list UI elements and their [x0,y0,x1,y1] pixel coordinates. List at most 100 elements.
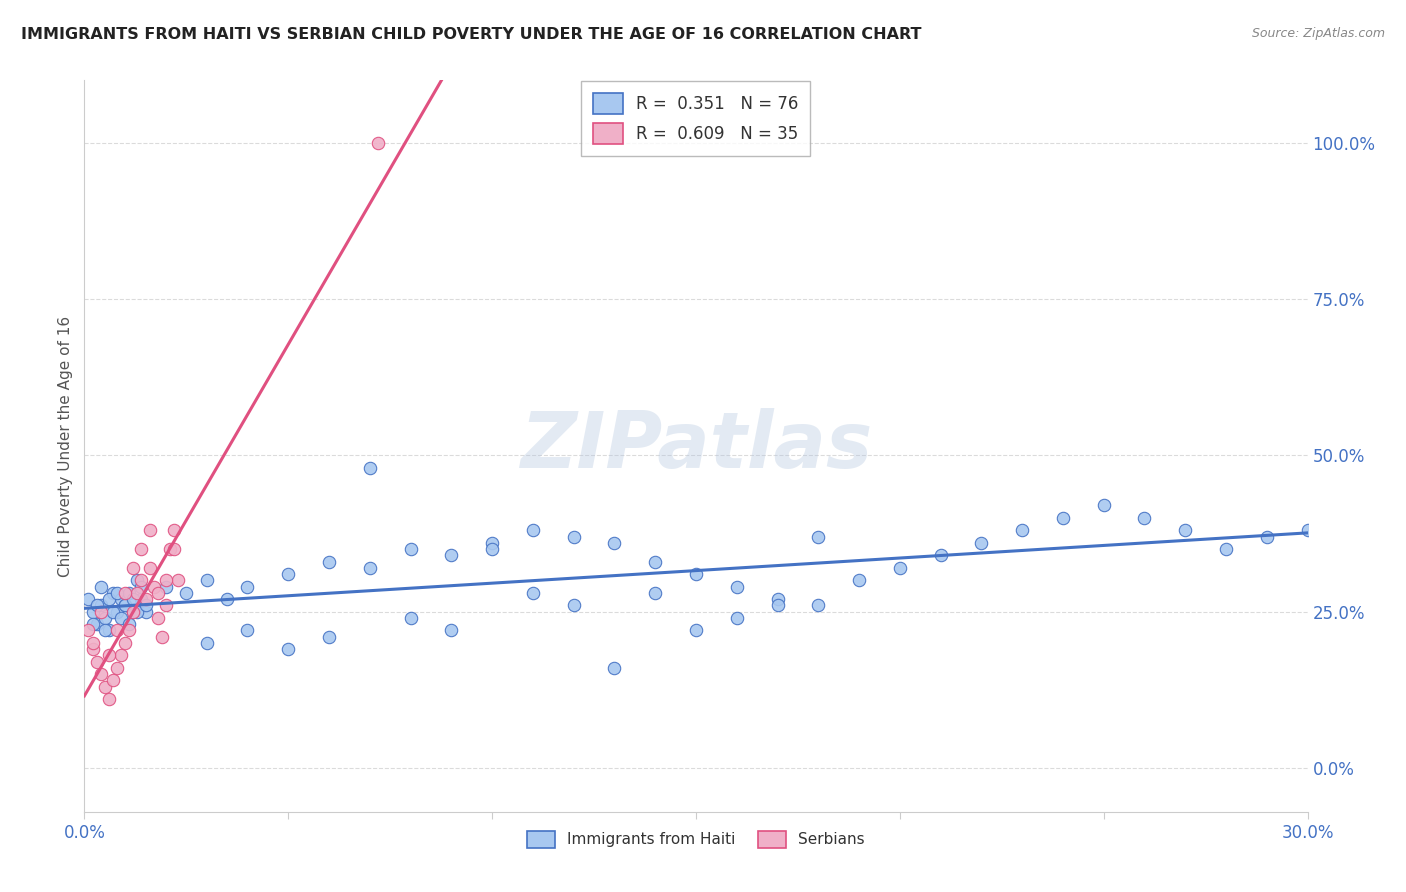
Point [155,580,177,594]
Point [101,605,124,619]
Point [122,561,145,575]
Point [93,624,115,638]
Point [82,642,104,657]
Point [131,592,153,607]
Point [807,599,830,613]
Point [90,667,112,681]
Point [86,617,108,632]
Point [766,592,789,607]
Point [101,586,124,600]
Point [138,561,160,575]
Point [1174,524,1197,538]
Point [1215,542,1237,557]
Point [131,580,153,594]
Point [440,624,463,638]
Point [1011,524,1033,538]
Point [217,592,239,607]
Point [97,592,120,607]
Point [97,692,120,706]
Point [105,661,128,675]
Point [481,536,503,550]
Point [440,549,463,563]
Point [155,599,177,613]
Point [146,611,169,625]
Text: ZIPatlas: ZIPatlas [520,408,872,484]
Point [603,661,626,675]
Point [110,592,132,607]
Point [318,555,340,569]
Point [122,605,145,619]
Point [359,461,381,475]
Point [318,630,340,644]
Point [105,586,128,600]
Point [1256,530,1278,544]
Point [562,530,585,544]
Point [82,617,104,632]
Point [163,542,186,557]
Point [766,599,789,613]
Point [1296,524,1319,538]
Point [725,580,748,594]
Point [110,648,132,663]
Point [105,624,128,638]
Point [86,599,108,613]
Point [155,574,177,588]
Point [82,605,104,619]
Point [93,611,115,625]
Point [1092,499,1115,513]
Point [359,561,381,575]
Point [118,624,141,638]
Point [399,542,422,557]
Point [1052,511,1074,525]
Point [195,574,218,588]
Legend: Immigrants from Haiti, Serbians: Immigrants from Haiti, Serbians [520,823,872,855]
Point [644,555,666,569]
Point [86,655,108,669]
Point [685,567,707,582]
Point [77,592,100,607]
Point [562,599,585,613]
Point [77,624,100,638]
Point [277,642,299,657]
Point [90,599,112,613]
Point [142,580,165,594]
Point [122,592,145,607]
Point [644,586,666,600]
Point [929,549,952,563]
Point [114,586,136,600]
Point [603,536,626,550]
Point [122,605,145,619]
Point [174,586,197,600]
Point [118,617,141,632]
Point [195,636,218,650]
Point [970,536,993,550]
Point [90,605,112,619]
Point [127,605,149,619]
Point [367,136,389,150]
Point [97,624,120,638]
Point [101,673,124,688]
Text: Source: ZipAtlas.com: Source: ZipAtlas.com [1251,27,1385,40]
Point [159,542,181,557]
Point [848,574,870,588]
Point [93,680,115,694]
Point [114,599,136,613]
Text: IMMIGRANTS FROM HAITI VS SERBIAN CHILD POVERTY UNDER THE AGE OF 16 CORRELATION C: IMMIGRANTS FROM HAITI VS SERBIAN CHILD P… [21,27,921,42]
Point [90,580,112,594]
Point [277,567,299,582]
Point [135,592,157,607]
Point [399,611,422,625]
Point [236,624,259,638]
Point [1133,511,1156,525]
Point [163,524,186,538]
Point [138,524,160,538]
Point [97,648,120,663]
Point [150,630,173,644]
Point [146,586,169,600]
Point [685,624,707,638]
Point [522,524,544,538]
Point [114,599,136,613]
Y-axis label: Child Poverty Under the Age of 16: Child Poverty Under the Age of 16 [58,316,73,576]
Point [481,542,503,557]
Point [82,636,104,650]
